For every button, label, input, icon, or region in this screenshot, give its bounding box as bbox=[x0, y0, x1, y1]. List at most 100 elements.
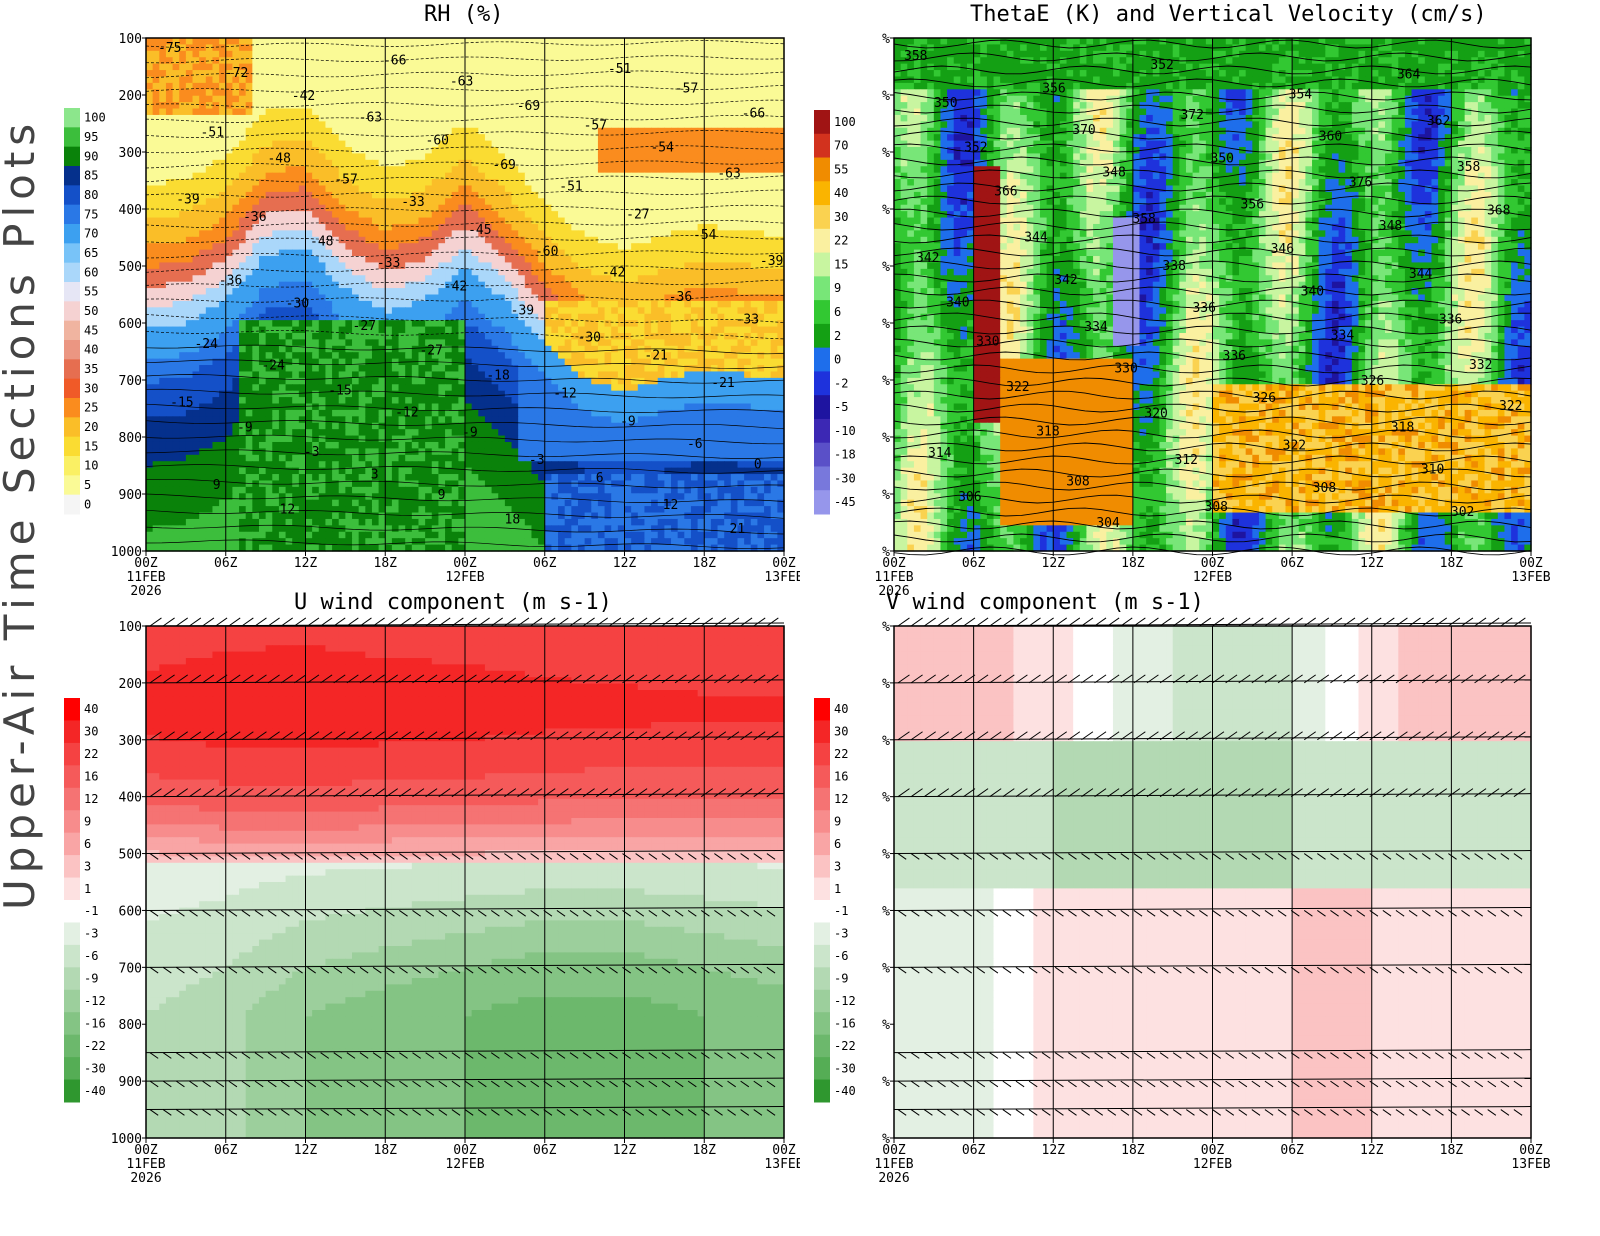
rh-cell bbox=[611, 70, 619, 78]
rh-cell bbox=[671, 352, 679, 360]
rh-cell bbox=[717, 114, 725, 122]
rh-cell bbox=[358, 134, 366, 142]
rh-cell bbox=[498, 166, 506, 174]
rh-cell bbox=[219, 230, 227, 238]
rh-cell bbox=[704, 63, 712, 71]
rh-cell bbox=[664, 365, 672, 373]
rh-cell bbox=[624, 326, 632, 334]
rh-cell bbox=[604, 300, 612, 308]
rh-cell bbox=[391, 153, 400, 161]
rh-cell bbox=[239, 294, 247, 302]
rh-cell bbox=[378, 172, 386, 180]
rh-cell bbox=[332, 121, 340, 129]
rh-cell bbox=[677, 313, 685, 321]
rh-cell bbox=[491, 134, 499, 142]
rh-cell bbox=[644, 332, 652, 340]
rh-cell bbox=[332, 185, 340, 193]
rh-cell bbox=[378, 185, 386, 193]
rh-cell bbox=[445, 185, 453, 193]
rh-cell bbox=[272, 82, 280, 90]
rh-cell bbox=[199, 307, 207, 315]
rh-cell bbox=[265, 95, 273, 103]
rh-cell bbox=[431, 365, 440, 373]
rh-cell bbox=[730, 147, 739, 155]
rh-cell bbox=[272, 307, 280, 315]
rh-cell bbox=[551, 339, 559, 347]
rh-cell bbox=[205, 352, 214, 360]
rh-cell bbox=[152, 114, 160, 122]
rh-cell bbox=[591, 275, 599, 283]
rh-cell bbox=[724, 44, 732, 52]
rh-cell bbox=[458, 76, 466, 84]
rh-cell bbox=[199, 76, 207, 84]
rh-cell bbox=[591, 211, 599, 219]
rh-cell bbox=[770, 288, 778, 296]
rh-cell bbox=[451, 204, 459, 212]
rh-cell bbox=[385, 275, 393, 283]
rh-cell bbox=[352, 300, 360, 308]
rh-cell bbox=[744, 38, 752, 46]
rh-cell bbox=[677, 147, 685, 155]
rh-cell bbox=[664, 326, 672, 334]
rh-cell bbox=[252, 166, 260, 174]
rh-cell bbox=[199, 147, 207, 155]
rh-cell bbox=[252, 102, 260, 110]
rh-cell bbox=[637, 44, 646, 52]
rh-cell bbox=[651, 147, 659, 155]
rh-cell bbox=[159, 230, 167, 238]
rh-cell bbox=[239, 50, 247, 58]
rh-cell bbox=[292, 198, 300, 206]
rh-cell bbox=[332, 236, 340, 244]
rh-cell bbox=[212, 63, 220, 71]
rh-cell bbox=[518, 198, 526, 206]
rh-cell bbox=[584, 217, 592, 225]
rh-cell bbox=[551, 365, 559, 373]
rh-cell bbox=[637, 191, 646, 199]
rh-cell bbox=[265, 204, 273, 212]
rh-cell bbox=[205, 76, 214, 84]
rh-cell bbox=[185, 82, 194, 90]
rh-cell bbox=[205, 82, 214, 90]
rh-cell bbox=[438, 365, 446, 373]
rh-cell bbox=[591, 307, 599, 315]
rh-cell bbox=[770, 326, 778, 334]
rh-cell bbox=[538, 294, 546, 302]
rh-cell bbox=[484, 288, 493, 296]
rh-cell bbox=[617, 134, 626, 142]
rh-cell bbox=[524, 63, 533, 71]
rh-cell bbox=[484, 358, 493, 366]
rh-cell bbox=[278, 76, 287, 84]
rh-cell bbox=[730, 211, 739, 219]
rh-cell bbox=[212, 281, 220, 289]
rh-cell bbox=[690, 140, 699, 148]
rh-cell bbox=[365, 179, 373, 187]
rh-cell bbox=[631, 358, 639, 366]
rh-cell bbox=[325, 172, 333, 180]
rh-cell bbox=[219, 358, 227, 366]
rh-cell bbox=[425, 198, 433, 206]
rh-cell bbox=[717, 63, 725, 71]
rh-cell bbox=[611, 365, 619, 373]
rh-cell bbox=[524, 159, 533, 167]
rh-cell bbox=[564, 204, 572, 212]
rh-cell bbox=[391, 230, 400, 238]
rh-cell bbox=[697, 147, 705, 155]
rh-cell bbox=[239, 198, 247, 206]
rh-cell bbox=[179, 134, 187, 142]
rh-cell bbox=[611, 313, 619, 321]
rh-cell bbox=[278, 134, 287, 142]
rh-cell bbox=[504, 365, 513, 373]
rh-cell bbox=[298, 288, 307, 296]
rh-cell bbox=[544, 127, 552, 135]
rh-cell bbox=[710, 275, 719, 283]
rh-cell bbox=[624, 204, 632, 212]
rh-cell bbox=[491, 352, 499, 360]
rh-cell bbox=[285, 38, 293, 46]
rh-cell bbox=[558, 57, 566, 65]
rh-cell bbox=[551, 44, 559, 52]
rh-cell bbox=[750, 89, 759, 97]
rh-cell bbox=[544, 172, 552, 180]
rh-cell bbox=[146, 217, 154, 225]
rh-cell bbox=[438, 339, 446, 347]
rh-cell bbox=[637, 95, 646, 103]
